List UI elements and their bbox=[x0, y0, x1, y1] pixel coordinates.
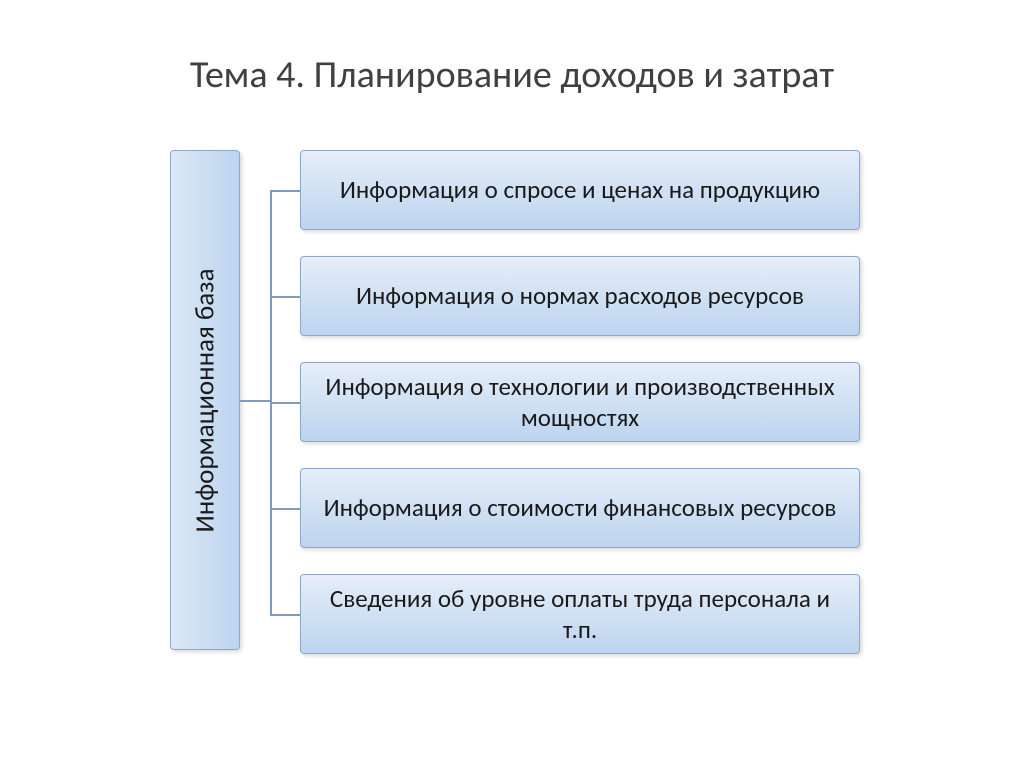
child-node-label: Информация о нормах расходов ресурсов bbox=[356, 280, 804, 311]
child-node: Информация о спросе и ценах на продукцию bbox=[300, 150, 860, 230]
child-node-label: Сведения об уровне оплаты труда персонал… bbox=[321, 583, 839, 646]
child-node-label: Информация о технологии и производственн… bbox=[321, 371, 839, 434]
connector-root-stub bbox=[240, 400, 270, 402]
hierarchy-diagram: Информационная база Информация о спросе … bbox=[170, 150, 870, 650]
root-node: Информационная база bbox=[170, 150, 240, 650]
child-node: Информация о стоимости финансовых ресурс… bbox=[300, 468, 860, 548]
child-node-label: Информация о спросе и ценах на продукцию bbox=[340, 174, 820, 205]
child-node-label: Информация о стоимости финансовых ресурс… bbox=[324, 492, 837, 523]
connector-branch bbox=[270, 508, 300, 510]
connector-branch bbox=[270, 190, 300, 192]
connector-branch bbox=[270, 402, 300, 404]
root-node-label: Информационная база bbox=[189, 268, 222, 532]
connector-branch bbox=[270, 614, 300, 616]
child-node: Информация о технологии и производственн… bbox=[300, 362, 860, 442]
connector-branch bbox=[270, 296, 300, 298]
child-node: Сведения об уровне оплаты труда персонал… bbox=[300, 574, 860, 654]
child-node: Информация о нормах расходов ресурсов bbox=[300, 256, 860, 336]
page-title: Тема 4. Планирование доходов и затрат bbox=[0, 52, 1024, 98]
